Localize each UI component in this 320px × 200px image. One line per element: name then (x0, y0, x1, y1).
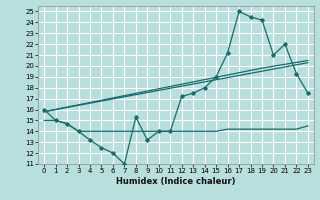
X-axis label: Humidex (Indice chaleur): Humidex (Indice chaleur) (116, 177, 236, 186)
